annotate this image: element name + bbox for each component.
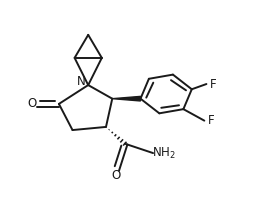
Text: O: O [112, 169, 121, 182]
Text: O: O [28, 97, 37, 110]
Text: NH$_2$: NH$_2$ [152, 145, 176, 161]
Text: F: F [208, 114, 214, 127]
Polygon shape [112, 96, 141, 101]
Text: N: N [77, 75, 86, 88]
Text: F: F [210, 78, 216, 91]
